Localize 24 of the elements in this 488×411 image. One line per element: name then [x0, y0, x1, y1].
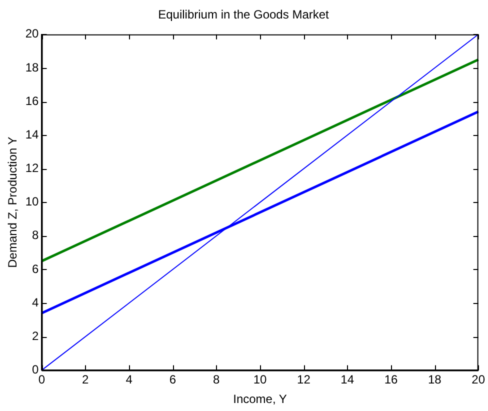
x-tick-label: 6	[169, 372, 176, 387]
y-tick-label: 8	[32, 228, 40, 242]
y-tick-label: 0	[32, 362, 40, 377]
y-tick-label: 10	[25, 194, 40, 209]
y-tick-label: 6	[32, 262, 40, 276]
y-tick-label: 16	[25, 94, 40, 108]
x-axis-title: Income, Y	[233, 392, 287, 406]
x-tick-label: 10	[253, 372, 268, 387]
x-tick-label: 2	[82, 372, 90, 387]
x-tick-label: 12	[297, 372, 311, 387]
x-tick-label: 18	[428, 372, 442, 387]
x-tick-label: 4	[126, 372, 133, 387]
x-tick-label: 14	[340, 372, 354, 387]
y-tick-label: 18	[25, 60, 40, 74]
x-tick-label: 20	[472, 372, 486, 387]
y-tick-label: 12	[25, 161, 40, 176]
x-tick-label: 16	[384, 372, 398, 387]
chart-title: Equilibrium in the Goods Market	[158, 8, 330, 22]
y-tick-label: 20	[25, 26, 40, 41]
y-tick-label: 4	[32, 295, 40, 310]
x-tick-label: 8	[213, 372, 220, 387]
y-tick-label: 2	[32, 328, 40, 343]
y-axis-title: Demand Z, Production Y	[6, 136, 20, 268]
y-tick-label: 14	[25, 127, 40, 142]
